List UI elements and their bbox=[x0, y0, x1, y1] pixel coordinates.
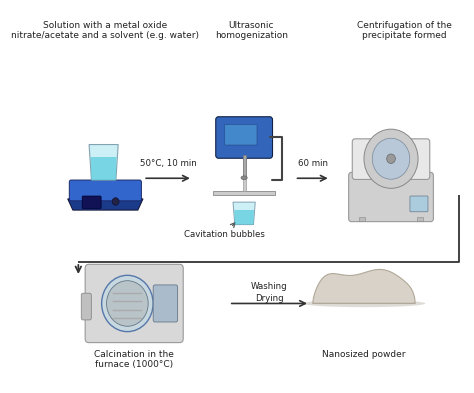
Text: Ultrasonic
homogenization: Ultrasonic homogenization bbox=[215, 20, 288, 40]
Polygon shape bbox=[233, 202, 255, 224]
Circle shape bbox=[101, 275, 153, 332]
Text: Cavitation bubbles: Cavitation bubbles bbox=[184, 223, 264, 239]
Bar bbox=[417, 217, 423, 220]
FancyBboxPatch shape bbox=[410, 196, 428, 212]
Ellipse shape bbox=[241, 176, 247, 180]
Text: Nanosized powder: Nanosized powder bbox=[322, 350, 406, 359]
Bar bbox=[243, 120, 246, 191]
Bar bbox=[243, 155, 246, 176]
Polygon shape bbox=[234, 210, 254, 224]
Polygon shape bbox=[68, 199, 143, 210]
Text: Calcination in the
furnace (1000°C): Calcination in the furnace (1000°C) bbox=[94, 350, 174, 369]
Circle shape bbox=[387, 154, 395, 163]
FancyBboxPatch shape bbox=[224, 124, 257, 145]
Circle shape bbox=[112, 198, 119, 205]
Text: 60 min: 60 min bbox=[298, 160, 328, 169]
FancyBboxPatch shape bbox=[349, 173, 433, 222]
Polygon shape bbox=[91, 157, 117, 180]
Polygon shape bbox=[313, 270, 415, 303]
FancyBboxPatch shape bbox=[213, 191, 275, 195]
FancyBboxPatch shape bbox=[69, 180, 141, 201]
FancyBboxPatch shape bbox=[216, 117, 273, 158]
Bar bbox=[359, 217, 365, 220]
FancyBboxPatch shape bbox=[352, 139, 430, 180]
Bar bbox=[243, 135, 260, 137]
Text: 50°C, 10 min: 50°C, 10 min bbox=[140, 160, 197, 169]
Text: Solution with a metal oxide
nitrate/acetate and a solvent (e.g. water): Solution with a metal oxide nitrate/acet… bbox=[11, 20, 200, 40]
FancyBboxPatch shape bbox=[82, 293, 91, 320]
Text: Washing: Washing bbox=[251, 282, 288, 291]
FancyBboxPatch shape bbox=[153, 285, 178, 322]
Text: Drying: Drying bbox=[255, 294, 283, 303]
FancyBboxPatch shape bbox=[82, 196, 101, 208]
FancyBboxPatch shape bbox=[85, 264, 183, 343]
Ellipse shape bbox=[303, 300, 425, 307]
Circle shape bbox=[107, 281, 148, 326]
Circle shape bbox=[372, 138, 410, 179]
Text: Centrifugation of the
precipitate formed: Centrifugation of the precipitate formed bbox=[357, 20, 452, 40]
Circle shape bbox=[364, 129, 418, 188]
Polygon shape bbox=[89, 145, 118, 180]
